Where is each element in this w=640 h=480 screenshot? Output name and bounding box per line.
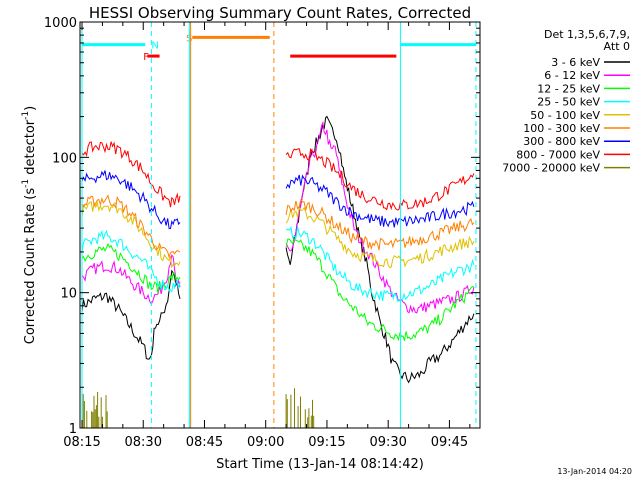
- x-tick-label: 09:00: [247, 435, 284, 450]
- legend-entry-label: 25 - 50 keV: [537, 96, 600, 109]
- y-axis-label-mid: detector: [23, 119, 38, 179]
- x-tick-label: 09:15: [308, 435, 345, 450]
- series-line: [285, 206, 475, 269]
- legend-entry-label: 50 - 100 keV: [530, 109, 600, 122]
- axes-layer: 08:15 08:30 08:45 09:00 09:15 09:30 09:45 1 10 10…: [44, 16, 480, 450]
- series-line: [285, 115, 475, 384]
- series-line: [285, 226, 475, 303]
- y-tick-label: 100: [52, 151, 77, 166]
- series-burst: [285, 388, 315, 428]
- series-line: [285, 147, 475, 211]
- y-axis-label-main: Corrected Count Rate (s: [23, 188, 38, 345]
- series-line: [81, 200, 181, 269]
- series-line: [81, 269, 181, 360]
- x-tick-label: 09:30: [369, 435, 406, 450]
- x-tick-label: 09:45: [431, 435, 468, 450]
- series-line: [81, 170, 181, 230]
- series-line: [285, 120, 475, 314]
- legend-entry-label: 6 - 12 keV: [544, 69, 600, 82]
- plot-frame: [79, 21, 481, 429]
- y-axis-label-end: ): [23, 106, 38, 111]
- vlines-layer: [81, 22, 477, 428]
- legend-entry-label: 3 - 6 keV: [551, 56, 600, 69]
- flag-label: F: [143, 52, 149, 63]
- legend-header-line-1: Det 1,3,5,6,7,9,: [544, 28, 630, 41]
- y-tick-label: 10: [60, 287, 77, 302]
- x-tick-label: 08:15: [63, 435, 100, 450]
- series-layer: [81, 115, 475, 428]
- legend-entry-label: 800 - 7000 keV: [516, 148, 600, 161]
- series-line: [81, 242, 181, 294]
- y-axis-label-sup1: -1: [21, 179, 31, 188]
- flag-label: N: [151, 41, 158, 52]
- series-burst: [81, 392, 108, 428]
- chart-title: HESSI Observing Summary Count Rates, Cor…: [89, 4, 471, 22]
- legend-entry-label: 7000 - 20000 keV: [502, 162, 600, 175]
- series-line: [285, 198, 475, 251]
- y-axis-label: Corrected Count Rate (s-1 detector-1): [21, 106, 38, 344]
- legend-header-line-2: Att 0: [604, 40, 630, 53]
- x-tick-label: 08:45: [186, 435, 223, 450]
- series-line: [285, 238, 475, 342]
- x-tick-label: 08:30: [125, 435, 162, 450]
- series-line: [81, 141, 181, 208]
- series-line: [81, 194, 181, 259]
- series-line: [81, 254, 181, 306]
- plot-area: FNS 08:15 08:30 08:45 09:00 09:15 09:30 09:45 1…: [44, 16, 481, 450]
- legend-entry-label: 100 - 300 keV: [523, 122, 600, 135]
- y-tick-label: 1: [69, 422, 77, 437]
- series-line: [285, 174, 475, 228]
- series-line: [81, 229, 181, 293]
- footer-date: 13-Jan-2014 04:20: [557, 467, 632, 476]
- flags-layer: FNS: [82, 33, 476, 63]
- legend-entry-label: 300 - 800 keV: [523, 135, 600, 148]
- legend-entry-label: 12 - 25 keV: [537, 82, 600, 95]
- y-tick-label: 1000: [44, 16, 77, 31]
- x-axis-label: Start Time (13-Jan-14 08:14:42): [216, 457, 424, 472]
- y-axis-label-sup2: -1: [21, 111, 31, 120]
